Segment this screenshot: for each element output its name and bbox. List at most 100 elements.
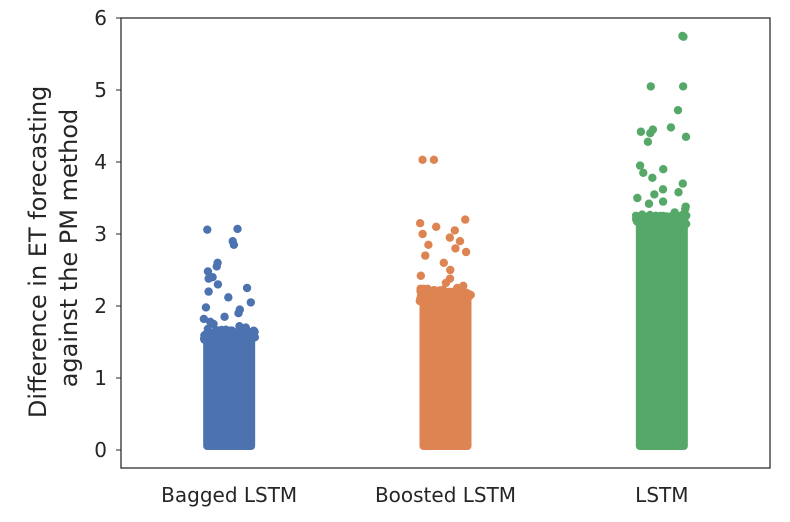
outlier-point — [201, 303, 211, 312]
y-tick-label: 0 — [94, 438, 107, 462]
outlier-point — [461, 247, 471, 257]
outlier-point — [451, 244, 460, 253]
y-axis-title: Difference in ET forecasting against the… — [24, 78, 83, 418]
data-point — [203, 329, 212, 338]
outlier-point — [646, 129, 655, 138]
outlier-point — [421, 251, 430, 260]
outlier-point — [666, 123, 676, 132]
data-point — [415, 297, 424, 306]
y-axis-title-line-1: Difference in ET forecasting — [24, 86, 52, 418]
outlier-point — [418, 229, 427, 239]
outlier-point — [199, 314, 209, 324]
outlier-point — [681, 204, 690, 213]
outlier-point — [431, 222, 441, 231]
outlier-point — [461, 215, 470, 224]
y-tick-label: 1 — [94, 366, 107, 390]
data-point — [424, 290, 433, 299]
outlier-point — [648, 173, 657, 183]
data-point — [661, 221, 670, 230]
data-point — [459, 288, 468, 297]
y-tick-label: 4 — [94, 150, 107, 174]
data-point — [233, 328, 242, 337]
y-axis-title-line-2: against the PM method — [55, 109, 83, 388]
outlier-point — [673, 105, 683, 115]
outlier-point — [674, 188, 683, 197]
outlier-point — [424, 240, 433, 249]
outlier-point — [418, 155, 427, 165]
dense-points — [203, 331, 256, 450]
outlier-point — [204, 287, 213, 296]
y-tick-label: 6 — [94, 6, 107, 30]
outlier-point — [209, 319, 218, 329]
outlier-point — [646, 82, 655, 91]
data-point — [442, 293, 451, 302]
outlier-point — [439, 258, 448, 267]
outlier-point — [659, 165, 668, 174]
data-point — [430, 290, 439, 299]
outlier-point — [203, 225, 212, 234]
outlier-point — [204, 274, 213, 283]
data-points — [199, 31, 691, 450]
outlier-point — [441, 278, 451, 288]
data-point — [656, 214, 665, 223]
outlier-point — [681, 132, 691, 141]
outlier-point — [429, 155, 439, 165]
data-point — [676, 216, 685, 225]
plot-frame — [120, 17, 771, 469]
outlier-point — [228, 237, 237, 246]
outlier-point — [234, 309, 243, 318]
series-bagged-lstm — [199, 224, 260, 450]
data-point — [646, 220, 655, 229]
outlier-point — [246, 298, 256, 307]
outlier-point — [450, 226, 460, 235]
y-tick-label: 2 — [94, 294, 107, 318]
data-point — [225, 332, 234, 341]
data-point — [419, 284, 428, 293]
outlier-point — [415, 219, 425, 228]
outlier-point — [635, 161, 645, 170]
outlier-point — [678, 179, 688, 188]
outlier-point — [639, 168, 648, 177]
data-point — [459, 295, 468, 304]
outlier-point — [643, 137, 653, 147]
outlier-point — [242, 283, 252, 293]
y-tick-label: 3 — [94, 222, 107, 246]
dense-points — [635, 216, 688, 450]
data-point — [250, 327, 259, 336]
outlier-point — [416, 271, 426, 280]
outlier-point — [455, 237, 465, 246]
data-point — [640, 214, 649, 223]
x-tick-label: LSTM — [635, 483, 688, 507]
outlier-point — [644, 199, 654, 208]
x-tick-label: Bagged LSTM — [161, 483, 297, 507]
outlier-point — [453, 283, 462, 293]
series-boosted-lstm — [415, 155, 475, 450]
outlier-point — [224, 293, 233, 302]
x-axis: Bagged LSTM Boosted LSTM LSTM — [161, 483, 688, 507]
outlier-point — [445, 233, 455, 242]
outlier-point — [233, 224, 242, 234]
outlier-point — [678, 82, 688, 91]
outlier-point — [203, 267, 213, 276]
outlier-point — [658, 185, 668, 194]
series-lstm — [631, 31, 691, 450]
x-tick-label: Boosted LSTM — [375, 483, 516, 507]
data-point — [231, 335, 240, 344]
data-point — [647, 214, 656, 223]
outlier-point — [446, 265, 455, 275]
outlier-point — [241, 323, 251, 332]
dense-points — [419, 291, 472, 450]
y-tick-label: 5 — [94, 78, 107, 102]
outlier-point — [213, 280, 223, 289]
outlier-point — [650, 190, 659, 199]
outlier-point — [633, 193, 642, 203]
outlier-point — [220, 312, 229, 321]
outlier-point — [679, 32, 688, 41]
y-axis: 0 1 2 3 4 5 6 — [94, 6, 121, 462]
outlier-point — [658, 197, 668, 206]
outlier-point — [636, 127, 646, 136]
outlier-point — [670, 208, 679, 217]
outlier-point — [235, 321, 244, 331]
data-point — [217, 325, 226, 334]
